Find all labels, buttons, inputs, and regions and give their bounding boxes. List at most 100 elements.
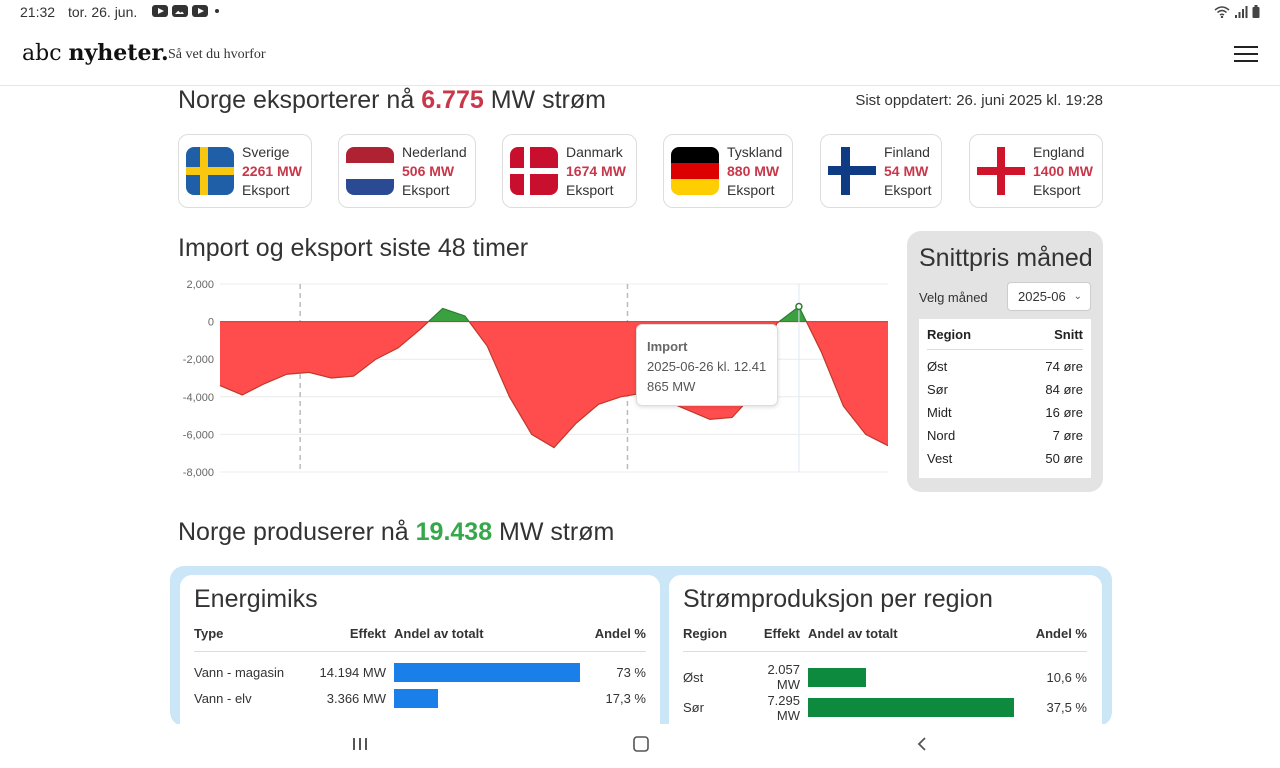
logo-text-bold: nyheter. bbox=[68, 40, 169, 66]
country-card-england[interactable]: England 1400 MW Eksport bbox=[969, 134, 1103, 208]
y-tick-label: -2,000 bbox=[183, 354, 214, 366]
country-direction: Eksport bbox=[242, 181, 290, 198]
country-direction: Eksport bbox=[566, 181, 614, 198]
col-share-bar: Andel av totalt bbox=[394, 626, 594, 652]
site-tagline: Så vet du hvorfor bbox=[168, 47, 266, 62]
import-line bbox=[219, 321, 889, 449]
table-row: Vann - elv 3.366 MW 17,3 % bbox=[194, 683, 646, 714]
country-card-nederland[interactable]: Nederland 506 MW Eksport bbox=[338, 134, 476, 208]
energy-share-pct: 17,3 % bbox=[605, 690, 646, 706]
wifi-icon bbox=[1214, 6, 1230, 18]
youtube-notification-icon bbox=[152, 5, 168, 17]
price-region: Vest bbox=[927, 451, 953, 466]
energymix-card: Energimiks Type Effekt Andel av totalt A… bbox=[180, 575, 660, 725]
col-effect: Effekt bbox=[302, 626, 394, 652]
region-name: Sør bbox=[683, 700, 704, 715]
region-production-title: Strømproduksjon per region bbox=[683, 585, 993, 613]
price-col-avg: Snitt bbox=[1054, 327, 1083, 342]
country-mw: 880 MW bbox=[727, 162, 780, 179]
price-row: Vest 50 øre bbox=[927, 451, 1083, 474]
price-value: 84 øre bbox=[1045, 382, 1083, 397]
menu-icon-line bbox=[1234, 53, 1258, 55]
site-header: abc nyheter. Så vet du hvorfor bbox=[0, 24, 1280, 86]
chart-tooltip: Import 2025-06-26 kl. 12.41 865 MW bbox=[636, 324, 778, 406]
energy-effect: 14.194 MW bbox=[319, 664, 386, 680]
production-value: 19.438 bbox=[415, 518, 493, 546]
month-select-value: 2025-06 bbox=[1018, 289, 1066, 304]
col-share-bar: Andel av totalt bbox=[808, 626, 1023, 652]
logo-text: abc bbox=[22, 41, 69, 66]
country-mw: 54 MW bbox=[884, 162, 929, 179]
export-heading: Norge eksporterer nå 6.775 MW strøm bbox=[178, 86, 606, 115]
tooltip-time: 2025-06-26 kl. 12.41 bbox=[647, 359, 767, 374]
energymix-title: Energimiks bbox=[194, 585, 318, 613]
table-row: Sør 7.295 MW 37,5 % bbox=[683, 692, 1087, 723]
country-direction: Eksport bbox=[727, 181, 775, 198]
status-time: 21:32 bbox=[20, 4, 56, 20]
site-logo[interactable]: abc nyheter. bbox=[22, 40, 169, 66]
table-row: Vann - magasin 14.194 MW 73 % bbox=[194, 652, 646, 683]
chart-title: Import og eksport siste 48 timer bbox=[178, 234, 529, 262]
y-tick-label: -8,000 bbox=[183, 467, 214, 479]
country-card-tyskland[interactable]: Tyskland 880 MW Eksport bbox=[663, 134, 793, 208]
region-production-card: Strømproduksjon per region Region Effekt… bbox=[669, 575, 1102, 725]
recent-apps-icon bbox=[353, 738, 367, 750]
menu-icon-line bbox=[1234, 46, 1258, 48]
price-value: 7 øre bbox=[1052, 428, 1083, 443]
menu-icon-line bbox=[1234, 60, 1258, 62]
country-name: Nederland bbox=[402, 143, 467, 160]
price-col-region: Region bbox=[927, 327, 972, 342]
col-region: Region bbox=[683, 626, 745, 652]
country-mw: 2261 MW bbox=[242, 162, 302, 179]
energymix-table: Type Effekt Andel av totalt Andel % Vann… bbox=[194, 626, 646, 714]
region-production-table: Region Effekt Andel av totalt Andel % Øs… bbox=[683, 626, 1087, 723]
month-select[interactable]: 2025-06 ⌄ bbox=[1007, 282, 1091, 311]
energy-type: Vann - magasin bbox=[194, 664, 285, 680]
denmark-flag-icon bbox=[510, 147, 558, 195]
gallery-notification-icon bbox=[172, 5, 188, 17]
price-region: Sør bbox=[927, 382, 948, 397]
col-effect: Effekt bbox=[745, 626, 808, 652]
region-effect: 2.057 MW bbox=[767, 662, 800, 692]
country-mw: 506 MW bbox=[402, 162, 455, 179]
export-prefix: Norge eksporterer nå bbox=[178, 86, 422, 114]
netherlands-flag-icon bbox=[346, 147, 394, 195]
region-name: Øst bbox=[683, 669, 704, 685]
country-direction: Eksport bbox=[1033, 181, 1081, 198]
table-row: Øst 2.057 MW 10,6 % bbox=[683, 652, 1087, 692]
region-share-pct: 10,6 % bbox=[1046, 669, 1087, 685]
y-tick-label: -6,000 bbox=[183, 429, 214, 441]
price-row: Sør 84 øre bbox=[927, 382, 1083, 405]
country-card-sverige[interactable]: Sverige 2261 MW Eksport bbox=[178, 134, 312, 208]
price-value: 50 øre bbox=[1045, 451, 1083, 466]
price-table-header: Region Snitt bbox=[927, 327, 1083, 350]
import-export-chart[interactable]: 2,000 0 -2,000 -4,000 -6,000 -8,000 bbox=[178, 272, 894, 482]
export-value: 6.775 bbox=[421, 86, 484, 114]
hamburger-menu-button[interactable] bbox=[1234, 46, 1258, 64]
region-share-pct: 37,5 % bbox=[1046, 700, 1087, 715]
production-heading: Norge produserer nå 19.438 MW strøm bbox=[178, 518, 614, 547]
country-card-danmark[interactable]: Danmark 1674 MW Eksport bbox=[502, 134, 637, 208]
recent-apps-button[interactable] bbox=[351, 736, 369, 757]
country-name: Danmark bbox=[566, 143, 623, 160]
price-region: Midt bbox=[927, 405, 952, 420]
country-name: Sverige bbox=[242, 143, 290, 160]
energy-share-bar bbox=[394, 662, 580, 682]
finland-flag-icon bbox=[828, 147, 876, 195]
back-button[interactable] bbox=[914, 736, 932, 757]
sweden-flag-icon bbox=[186, 147, 234, 195]
country-direction: Eksport bbox=[884, 181, 932, 198]
price-region: Nord bbox=[927, 428, 956, 443]
home-button[interactable] bbox=[632, 736, 650, 757]
price-table: Region Snitt Øst 74 øre Sør 84 øre Midt 16 ø… bbox=[919, 319, 1091, 478]
tooltip-value: 865 MW bbox=[647, 379, 696, 394]
energy-type: Vann - elv bbox=[194, 690, 252, 706]
y-tick-label: 2,000 bbox=[186, 279, 214, 291]
youtube-notification-icon bbox=[192, 5, 208, 17]
country-name: England bbox=[1033, 143, 1085, 160]
hover-point bbox=[795, 302, 803, 311]
price-row: Øst 74 øre bbox=[927, 359, 1083, 382]
last-updated: Sist oppdatert: 26. juni 2025 kl. 19:28 bbox=[855, 92, 1103, 109]
chevron-down-icon: ⌄ bbox=[1073, 291, 1082, 302]
country-card-finland[interactable]: Finland 54 MW Eksport bbox=[820, 134, 942, 208]
